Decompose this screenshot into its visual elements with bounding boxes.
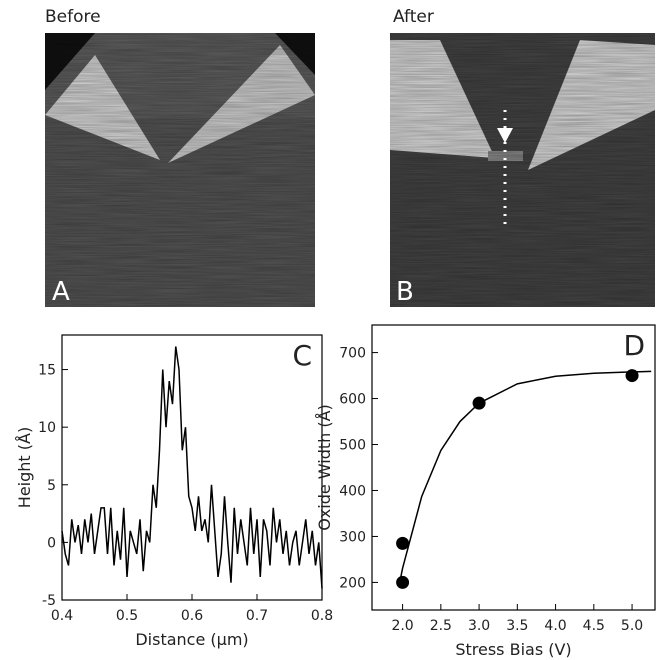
- x-tick-label: 3.0: [468, 618, 490, 634]
- image-label: B: [396, 277, 414, 307]
- image-a: A: [45, 33, 315, 307]
- y-tick-label: 10: [38, 420, 56, 436]
- x-tick-label: 0.6: [181, 608, 203, 624]
- y-tick-label: -5: [42, 593, 56, 609]
- x-tick-label: 3.5: [506, 618, 528, 634]
- data-line: [61, 346, 323, 589]
- data-point: [396, 536, 410, 550]
- image-texture: [390, 33, 655, 307]
- panel-label: C: [292, 339, 312, 372]
- y-tick-label: 300: [339, 529, 366, 545]
- data-line: [398, 370, 652, 588]
- y-tick-label: 5: [47, 478, 56, 494]
- x-tick-label: 5.0: [621, 618, 643, 634]
- image-title: After: [393, 7, 434, 27]
- x-tick-label: 2.0: [391, 618, 413, 634]
- x-tick-label: 0.5: [116, 608, 138, 624]
- x-axis-label: Distance (μm): [135, 630, 248, 649]
- image-b: B: [390, 33, 655, 307]
- x-tick-label: 2.5: [430, 618, 452, 634]
- image-title: Before: [45, 7, 101, 27]
- plot-frame: [61, 334, 323, 601]
- plot-frame: [371, 324, 656, 611]
- y-axis-label: Oxide Width (Å): [315, 404, 334, 531]
- y-axis-label: Height (Å): [15, 427, 34, 508]
- y-tick-label: 700: [339, 346, 366, 362]
- data-point: [396, 575, 410, 589]
- y-tick-label: 500: [339, 438, 366, 454]
- y-tick-label: 200: [339, 575, 366, 591]
- x-tick-label: 4.0: [544, 618, 566, 634]
- y-tick-label: 600: [339, 392, 366, 408]
- x-tick-label: 4.5: [583, 618, 605, 634]
- y-tick-label: 15: [38, 363, 56, 379]
- image-texture: [45, 33, 315, 307]
- x-tick-label: 0.7: [246, 608, 268, 624]
- y-tick-label: 400: [339, 483, 366, 499]
- x-tick-label: 0.4: [51, 608, 73, 624]
- y-tick-label: 0: [47, 535, 56, 551]
- data-point: [625, 369, 639, 383]
- panel-label: D: [623, 329, 645, 362]
- image-label: A: [52, 277, 70, 307]
- arrow-head: [497, 128, 513, 143]
- x-axis-label: Stress Bias (V): [455, 640, 571, 659]
- x-tick-label: 0.8: [311, 608, 333, 624]
